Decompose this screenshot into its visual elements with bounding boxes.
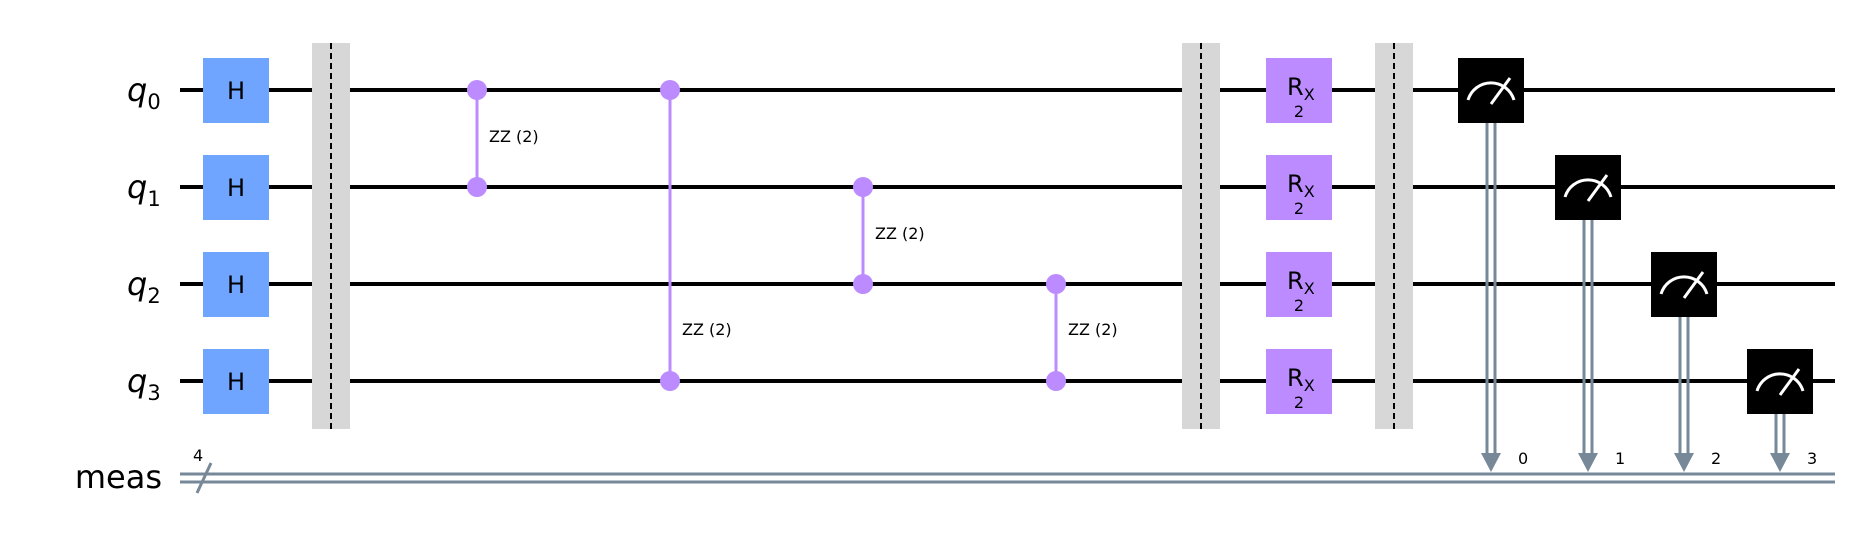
qubit-label-3: q3 bbox=[127, 362, 161, 405]
zz-gate-q0-q3: ZZ (2) bbox=[660, 80, 732, 391]
svg-text:RX: RX bbox=[1287, 170, 1315, 201]
classical-bit-label-0: 0 bbox=[1518, 449, 1528, 468]
classical-register-label: meas bbox=[75, 458, 162, 496]
meter-icon bbox=[1659, 275, 1709, 295]
classical-width-label: 4 bbox=[193, 446, 203, 465]
rx-gate-q0: RX 2 bbox=[1266, 58, 1332, 123]
classical-bit-label-3: 3 bbox=[1807, 449, 1817, 468]
zz-gate-q2-q3: ZZ (2) bbox=[1046, 274, 1118, 391]
qubit-label-1: q1 bbox=[127, 168, 161, 211]
h-gate-q3: H bbox=[203, 349, 269, 414]
svg-text:2: 2 bbox=[1294, 393, 1304, 412]
svg-text:RX: RX bbox=[1287, 267, 1315, 298]
qubit-label-2: q2 bbox=[127, 265, 161, 308]
svg-text:H: H bbox=[227, 77, 245, 105]
meter-icon bbox=[1563, 178, 1613, 198]
classical-bit-label-1: 1 bbox=[1615, 449, 1625, 468]
svg-text:2: 2 bbox=[1294, 296, 1304, 315]
barrier-3 bbox=[1375, 43, 1413, 429]
svg-text:H: H bbox=[227, 271, 245, 299]
rx-gate-q1: RX 2 bbox=[1266, 155, 1332, 220]
zz-label: ZZ (2) bbox=[682, 320, 732, 339]
svg-text:RX: RX bbox=[1287, 73, 1315, 104]
svg-text:2: 2 bbox=[1294, 199, 1304, 218]
svg-text:2: 2 bbox=[1294, 102, 1304, 121]
zz-gate-q1-q2: ZZ (2) bbox=[853, 177, 925, 294]
qubit-label-0: q0 bbox=[127, 71, 161, 114]
qubit-labels: q0 q1 q2 q3 meas bbox=[75, 71, 162, 496]
h-gates: H H H H bbox=[203, 58, 269, 414]
classical-bundle-slash bbox=[195, 462, 213, 494]
h-gate-q1: H bbox=[203, 155, 269, 220]
zz-label: ZZ (2) bbox=[875, 224, 925, 243]
h-gate-q0: H bbox=[203, 58, 269, 123]
svg-text:RX: RX bbox=[1287, 364, 1315, 395]
svg-text:H: H bbox=[227, 174, 245, 202]
measurement-q2: 2 bbox=[1651, 252, 1721, 472]
barrier-1 bbox=[312, 43, 350, 429]
zz-gate-q0-q1: ZZ (2) bbox=[467, 80, 539, 197]
h-gate-q2: H bbox=[203, 252, 269, 317]
measurement-q3: 3 bbox=[1747, 349, 1817, 472]
barrier-2 bbox=[1182, 43, 1220, 429]
svg-text:H: H bbox=[227, 368, 245, 396]
zz-label: ZZ (2) bbox=[1068, 320, 1118, 339]
meter-icon bbox=[1466, 81, 1516, 101]
measurement-q0: 0 bbox=[1458, 58, 1528, 472]
qubit-wires bbox=[180, 88, 1835, 383]
meter-icon bbox=[1755, 372, 1805, 392]
zz-label: ZZ (2) bbox=[489, 127, 539, 146]
measurement-q1: 1 bbox=[1555, 155, 1625, 472]
rx-gate-q3: RX 2 bbox=[1266, 349, 1332, 414]
classical-wire: 4 bbox=[180, 446, 1835, 494]
classical-bit-label-2: 2 bbox=[1711, 449, 1721, 468]
rx-gate-q2: RX 2 bbox=[1266, 252, 1332, 317]
rx-gates: RX 2 RX 2 RX 2 RX 2 bbox=[1266, 58, 1332, 414]
